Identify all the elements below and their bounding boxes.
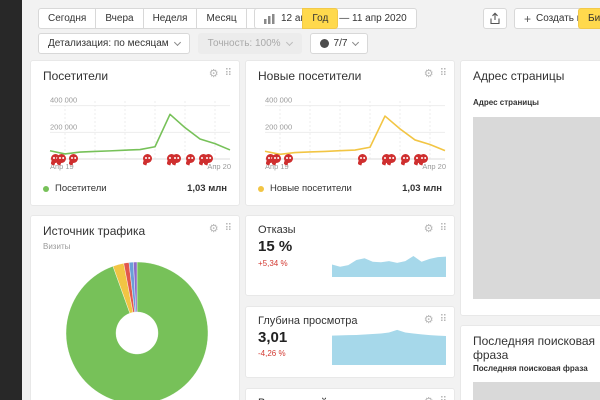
blurred-table-content [473, 117, 600, 299]
svg-text:400 000: 400 000 [265, 96, 292, 105]
widget-visitors: Посетители ⚙ ⠿ 400 000 200 000 Апр 19 Апр… [30, 60, 240, 206]
annotation-pin[interactable] [266, 154, 276, 163]
export-button[interactable] [483, 8, 507, 29]
widget-title: Отказы [258, 224, 296, 236]
metric-delta: +5,34 % [258, 259, 288, 268]
x-axis-start: Апр 19 [50, 162, 74, 171]
widget-last-search-phrase: Последняя поисковая фраза Последняя поис… [460, 325, 600, 400]
blurred-table-content [473, 382, 600, 400]
annotation-pin[interactable] [143, 154, 153, 163]
annotation-pin[interactable] [204, 154, 214, 163]
widget-page-url: Адрес страницы Адрес страницы [460, 60, 600, 316]
visitors-chart: 400 000 200 000 Апр 19 Апр 20 [40, 91, 232, 183]
drag-handle-icon[interactable]: ⠿ [224, 68, 232, 79]
metric-value: 3,01 [258, 329, 288, 346]
bounces-sparkline [332, 256, 446, 277]
gear-icon[interactable]: ⚙ [423, 223, 434, 235]
annotation-pin[interactable] [56, 154, 66, 163]
traffic-source-donut [65, 261, 209, 400]
legend-label: Посетители [55, 183, 107, 194]
chevron-down-icon [352, 38, 360, 47]
widget-title: Глубина просмотра [258, 315, 358, 327]
detalization-label: Детализация: по месяцам [48, 38, 169, 49]
plus-icon: + [524, 11, 532, 26]
annotation-pin[interactable] [401, 154, 411, 163]
annotation-pin[interactable] [358, 154, 368, 163]
svg-text:200 000: 200 000 [50, 122, 77, 131]
drag-handle-icon[interactable]: ⠿ [440, 396, 447, 400]
widget-title: Источник трафика [43, 224, 146, 238]
create-widget-label: Создать виджет [536, 13, 600, 24]
drag-handle-icon[interactable]: ⠿ [439, 68, 447, 79]
widget-bounces: Отказы ⚙ ⠿ 15 % +5,34 % [245, 215, 455, 296]
export-icon [489, 12, 501, 25]
x-axis-start: Апр 19 [265, 162, 289, 171]
bar-chart-icon [264, 13, 275, 24]
new-visitors-chart: 400 000 200 000 Апр 19 Апр 20 [255, 91, 447, 183]
annotation-pin[interactable] [186, 154, 196, 163]
annotation-pin[interactable] [69, 154, 79, 163]
drag-handle-icon[interactable]: ⠿ [439, 314, 447, 325]
column-header: Последняя поисковая фраза [473, 364, 588, 373]
widget-library-button[interactable]: Библ [578, 8, 600, 29]
svg-text:200 000: 200 000 [265, 122, 292, 131]
annotation-pin[interactable] [51, 154, 61, 163]
gear-icon[interactable]: ⚙ [208, 223, 219, 235]
annotation-pin[interactable] [271, 154, 281, 163]
tab-yesterday[interactable]: Вчера [95, 8, 144, 29]
widget-title: Посетители [43, 69, 109, 83]
widget-title: Последняя поисковая фраза [473, 334, 596, 362]
date-range-label: 12 апр 2019 — 11 апр 2020 [281, 13, 407, 24]
gear-icon[interactable]: ⚙ [423, 314, 434, 326]
drag-handle-icon[interactable]: ⠿ [439, 223, 447, 234]
accuracy-label: Точность: 100% [207, 38, 281, 49]
widget-depth: Глубина просмотра ⚙ ⠿ 3,01 -4,26 % [245, 306, 455, 378]
chevron-down-icon [173, 38, 181, 47]
x-axis-end: Апр 20 [422, 162, 446, 171]
x-axis-end: Апр 20 [207, 162, 231, 171]
legend-total: 1,03 млн [402, 183, 442, 194]
gear-icon[interactable]: ⚙ [424, 395, 434, 400]
tab-month[interactable]: Месяц [196, 8, 247, 29]
gear-icon[interactable]: ⚙ [423, 68, 434, 80]
tab-week[interactable]: Неделя [142, 8, 198, 29]
widget-title: Адрес страницы [473, 69, 565, 83]
widget-new-visitors: Новые посетители ⚙ ⠿ 400 000 200 000 Апр … [245, 60, 455, 206]
widget-subtitle: Визиты [43, 242, 71, 251]
annotation-pin[interactable] [387, 154, 396, 163]
chart-legend: Новые посетители 1,03 млн [258, 183, 442, 194]
svg-text:400 000: 400 000 [50, 96, 77, 105]
drag-handle-icon[interactable]: ⠿ [224, 223, 232, 234]
gear-icon[interactable]: ⚙ [208, 68, 219, 80]
tab-year[interactable]: Год [302, 8, 339, 29]
chart-legend: Посетители 1,03 млн [43, 183, 227, 194]
widget-title: Новые посетители [258, 69, 362, 83]
annotation-pin[interactable] [284, 154, 294, 163]
left-nav-sidebar[interactable] [0, 0, 22, 400]
goals-label: 7/7 [333, 38, 348, 49]
widget-title: Время на сайте [258, 397, 338, 400]
metric-delta: -4,26 % [258, 349, 286, 358]
robots-filter-icon [319, 39, 329, 48]
annotation-pin[interactable] [419, 154, 429, 163]
annotation-pin[interactable] [172, 154, 181, 163]
depth-sparkline [332, 329, 446, 365]
column-header: Адрес страницы [473, 98, 539, 107]
goals-filter-dropdown[interactable]: 7/7 [309, 33, 369, 54]
widget-time-on-site: Время на сайте ⚙ ⠿ [245, 388, 455, 400]
detalization-dropdown[interactable]: Детализация: по месяцам [38, 33, 190, 54]
legend-total: 1,03 млн [187, 183, 227, 194]
legend-dot [258, 185, 264, 192]
widget-library-label: Библ [588, 13, 600, 24]
accuracy-dropdown[interactable]: Точность: 100% [197, 33, 302, 54]
toolbar-row-2: Детализация: по месяцам Точность: 100% 7… [38, 33, 369, 54]
tab-today[interactable]: Сегодня [38, 8, 97, 29]
legend-dot [43, 185, 49, 192]
widget-traffic-source: Источник трафика ⚙ ⠿ Визиты [30, 215, 240, 400]
chevron-down-icon [285, 38, 293, 47]
metric-value: 15 % [258, 238, 293, 255]
legend-label: Новые посетители [270, 183, 352, 194]
